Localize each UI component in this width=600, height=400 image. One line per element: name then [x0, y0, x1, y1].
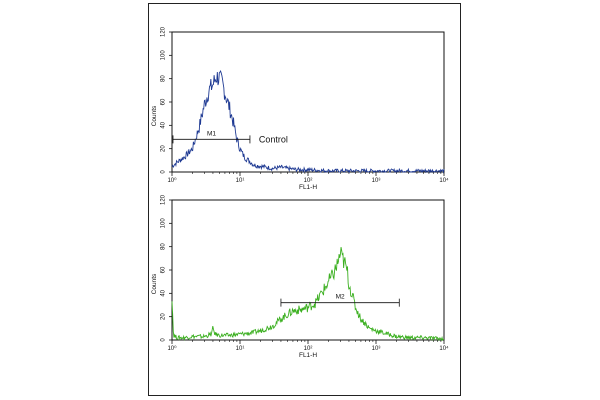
gate-m1-label: M1 [207, 130, 216, 137]
x-ticks-1: 10⁰ 10¹ 10² 10³ 10⁴ [167, 172, 449, 184]
sample-histogram-line [171, 247, 445, 342]
x-tick-label: 10¹ [236, 346, 245, 352]
y-tick-label: 80 [161, 243, 167, 250]
y-tick-label: 20 [161, 145, 167, 152]
x-tick-label: 10¹ [236, 178, 245, 184]
y-axis-label-2: Counts [151, 273, 158, 294]
plot-area-2 [171, 199, 445, 341]
gate-m2-label: M2 [336, 294, 345, 301]
x-tick-label: 10² [304, 178, 313, 184]
x-ticks-2: 10⁰ 10¹ 10² 10³ 10⁴ [167, 340, 449, 352]
x-tick-label: 10⁰ [167, 345, 177, 352]
y-tick-label: 120 [161, 26, 167, 37]
y-tick-label: 60 [161, 98, 167, 105]
y-tick-label: 120 [161, 194, 167, 205]
gate-m2: M2 [280, 294, 400, 307]
y-tick-label: 0 [161, 338, 167, 342]
y-tick-label: 0 [161, 170, 167, 174]
y-tick-label: 20 [161, 313, 167, 320]
y-tick-label: 60 [161, 266, 167, 273]
y-axis-label-1: Counts [151, 105, 158, 126]
x-axis-label-1: FL1-H [299, 184, 317, 191]
x-axis-label-2: FL1-H [299, 352, 317, 359]
y-tick-label: 80 [161, 75, 167, 82]
y-ticks-1: 0 20 40 60 80 100 120 [161, 26, 172, 174]
gate-m1: M1 [172, 130, 251, 144]
control-histogram-line [171, 69, 445, 174]
x-tick-label: 10⁴ [439, 345, 449, 352]
x-tick-label: 10³ [372, 178, 381, 184]
x-tick-label: 10⁰ [167, 177, 177, 184]
control-label: Control [259, 134, 288, 144]
plot-area-1 [171, 31, 445, 173]
y-tick-label: 100 [161, 218, 167, 229]
x-tick-label: 10³ [372, 346, 381, 352]
x-tick-label: 10² [304, 346, 313, 352]
y-tick-label: 40 [161, 289, 167, 296]
panel-sample: 0 20 40 60 80 100 120 10⁰ 10¹ 10² 10³ 10⁴ M2 FL1-H… [151, 194, 449, 359]
x-tick-label: 10⁴ [439, 177, 449, 184]
panel-control: 0 20 40 60 80 100 120 10⁰ 10¹ 10² 10³ 10⁴ M1 Contr… [151, 26, 449, 191]
y-ticks-2: 0 20 40 60 80 100 120 [161, 194, 172, 342]
y-tick-label: 40 [161, 121, 167, 128]
y-tick-label: 100 [161, 50, 167, 61]
